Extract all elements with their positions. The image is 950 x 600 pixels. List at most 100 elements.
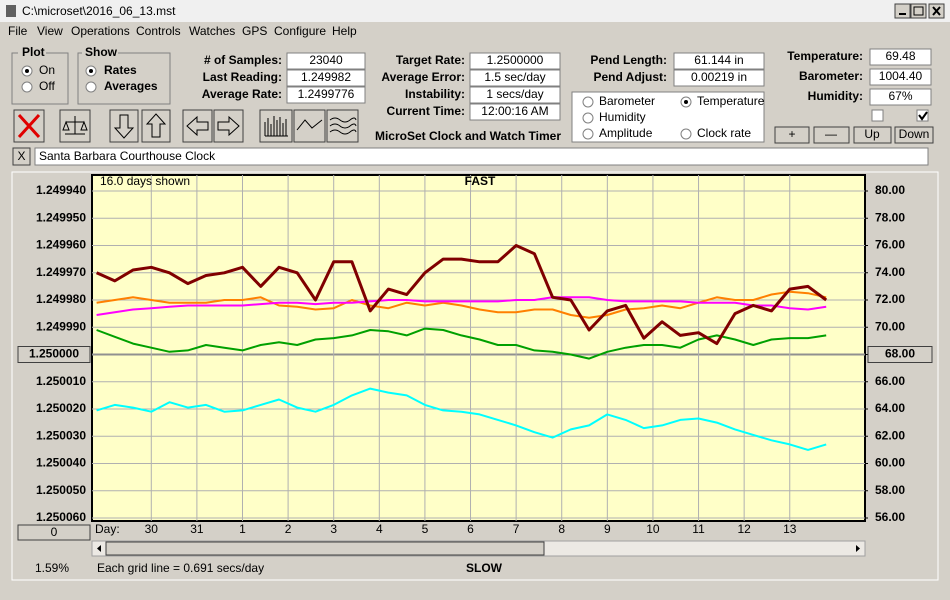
- y2-tick-label: 64.00: [875, 401, 905, 415]
- x-tick-label: 8: [558, 522, 565, 536]
- menu-item[interactable]: Help: [332, 24, 357, 38]
- x-tick-label: 6: [467, 522, 474, 536]
- menu-item[interactable]: View: [37, 24, 63, 38]
- maximize-glyph: [913, 6, 924, 16]
- y2-tick-label: 76.00: [875, 238, 905, 252]
- menu-item[interactable]: File: [8, 24, 28, 38]
- y-tick-label: 1.250060: [36, 510, 86, 524]
- legend-radio[interactable]: [582, 96, 594, 108]
- y2-tick-label: 56.00: [875, 510, 905, 524]
- field-box: [869, 88, 932, 106]
- legend: Barometer Temperature Humidity Amplitude Clo…: [582, 94, 765, 140]
- field-value: 12:00:16 AM: [481, 104, 548, 118]
- y-tick-label: 1.249980: [36, 292, 86, 306]
- legend-label: Temperature: [697, 94, 765, 108]
- top-label: FAST: [465, 174, 496, 188]
- group-label: Show: [85, 45, 118, 59]
- wave-icon: [296, 119, 323, 131]
- legend-radio[interactable]: [582, 128, 594, 140]
- scroll-left[interactable]: [97, 545, 101, 552]
- up-icon: [145, 113, 167, 138]
- menu-item[interactable]: GPS: [242, 24, 267, 38]
- field-box: [469, 52, 561, 70]
- x-tick-label: 2: [285, 522, 292, 536]
- group-label-bg: [18, 46, 46, 58]
- field-box: [286, 52, 366, 70]
- y-tick-label: 1.250010: [36, 374, 86, 388]
- scroll-right[interactable]: [856, 545, 860, 552]
- field-label: Barometer:: [799, 69, 863, 83]
- readings: # of Samples: 23040 Last Reading: 1.249982 A…: [202, 48, 932, 121]
- y2-tick-label: 70.00: [875, 319, 905, 333]
- reset-button[interactable]: [17, 524, 91, 541]
- radio-dot: [25, 69, 29, 73]
- field-value: 1004.40: [879, 69, 923, 83]
- x-tick-label: 4: [376, 522, 383, 536]
- field-box: [869, 68, 932, 86]
- scroll-thumb[interactable]: [105, 541, 545, 556]
- legend-radio[interactable]: [582, 112, 594, 124]
- y-tick-label: 1.249950: [36, 210, 86, 224]
- field-label: # of Samples:: [204, 53, 282, 67]
- menu-item[interactable]: Operations: [71, 24, 130, 38]
- tool-button[interactable]: [293, 109, 326, 143]
- checkmark: [918, 111, 928, 121]
- field-label: Temperature:: [787, 49, 863, 63]
- right-icon: [217, 115, 240, 137]
- up-button[interactable]: [853, 126, 892, 144]
- field-label: Pend Length:: [590, 53, 667, 67]
- maximize-button[interactable]: [910, 3, 927, 19]
- menu-item[interactable]: Configure: [274, 24, 326, 38]
- y-tick-label: 1.250000: [29, 347, 79, 361]
- radio[interactable]: [21, 81, 33, 93]
- field-box: [286, 86, 366, 104]
- x-tick-label: 9: [604, 522, 611, 536]
- center-button[interactable]: [17, 346, 91, 363]
- scale-icon: [62, 116, 88, 135]
- menu-item[interactable]: Watches: [189, 24, 235, 38]
- clock-close-button[interactable]: [12, 147, 31, 166]
- clock-name-field[interactable]: [34, 147, 929, 166]
- y2-tick-label: 74.00: [875, 265, 905, 279]
- minimize-button[interactable]: [894, 3, 911, 19]
- group-label-bg: [82, 46, 118, 58]
- app-title: MicroSet Clock and Watch Timer: [375, 129, 561, 143]
- series-line: [96, 290, 827, 319]
- y-tick-label: 1.249970: [36, 265, 86, 279]
- grid-note: Each grid line = 0.691 secs/day: [97, 561, 264, 575]
- y2-tick-label: 78.00: [875, 210, 905, 224]
- plus-button[interactable]: [774, 126, 810, 144]
- x-tick-label: 30: [145, 522, 159, 536]
- tool-button[interactable]: [326, 109, 359, 143]
- checkbox[interactable]: [871, 109, 884, 122]
- field-box: [869, 48, 932, 66]
- field-label: Last Reading:: [203, 70, 282, 84]
- field-label: Current Time:: [387, 104, 465, 118]
- x-tick-label: 31: [190, 522, 204, 536]
- radio[interactable]: [85, 81, 97, 93]
- legend-label: Clock rate: [697, 126, 751, 140]
- field-value: 1.249982: [301, 70, 351, 84]
- menu-bar: File View Operations Controls Watches GPS Conf…: [8, 24, 357, 38]
- legend-radio[interactable]: [680, 128, 692, 140]
- y-tick-label: 1.250020: [36, 401, 86, 415]
- radio-dot: [89, 69, 93, 73]
- menu-item[interactable]: Controls: [136, 24, 181, 38]
- minus-button[interactable]: [813, 126, 850, 144]
- down-button[interactable]: [894, 126, 934, 144]
- checkbox[interactable]: [916, 109, 929, 122]
- series-selector: [571, 91, 765, 143]
- tool-button[interactable]: [182, 109, 213, 143]
- bars-icon: [264, 116, 288, 137]
- field-label: Average Error:: [381, 70, 465, 84]
- radio-label: On: [39, 63, 55, 77]
- center-button[interactable]: [867, 346, 933, 363]
- tool-button[interactable]: [213, 109, 244, 143]
- reset-label: 0: [51, 525, 58, 539]
- field-value: 69.48: [885, 49, 915, 63]
- x-tick-label: 12: [737, 522, 751, 536]
- y2-tick-label: 68.00: [885, 347, 915, 361]
- x-tick-label: 10: [646, 522, 660, 536]
